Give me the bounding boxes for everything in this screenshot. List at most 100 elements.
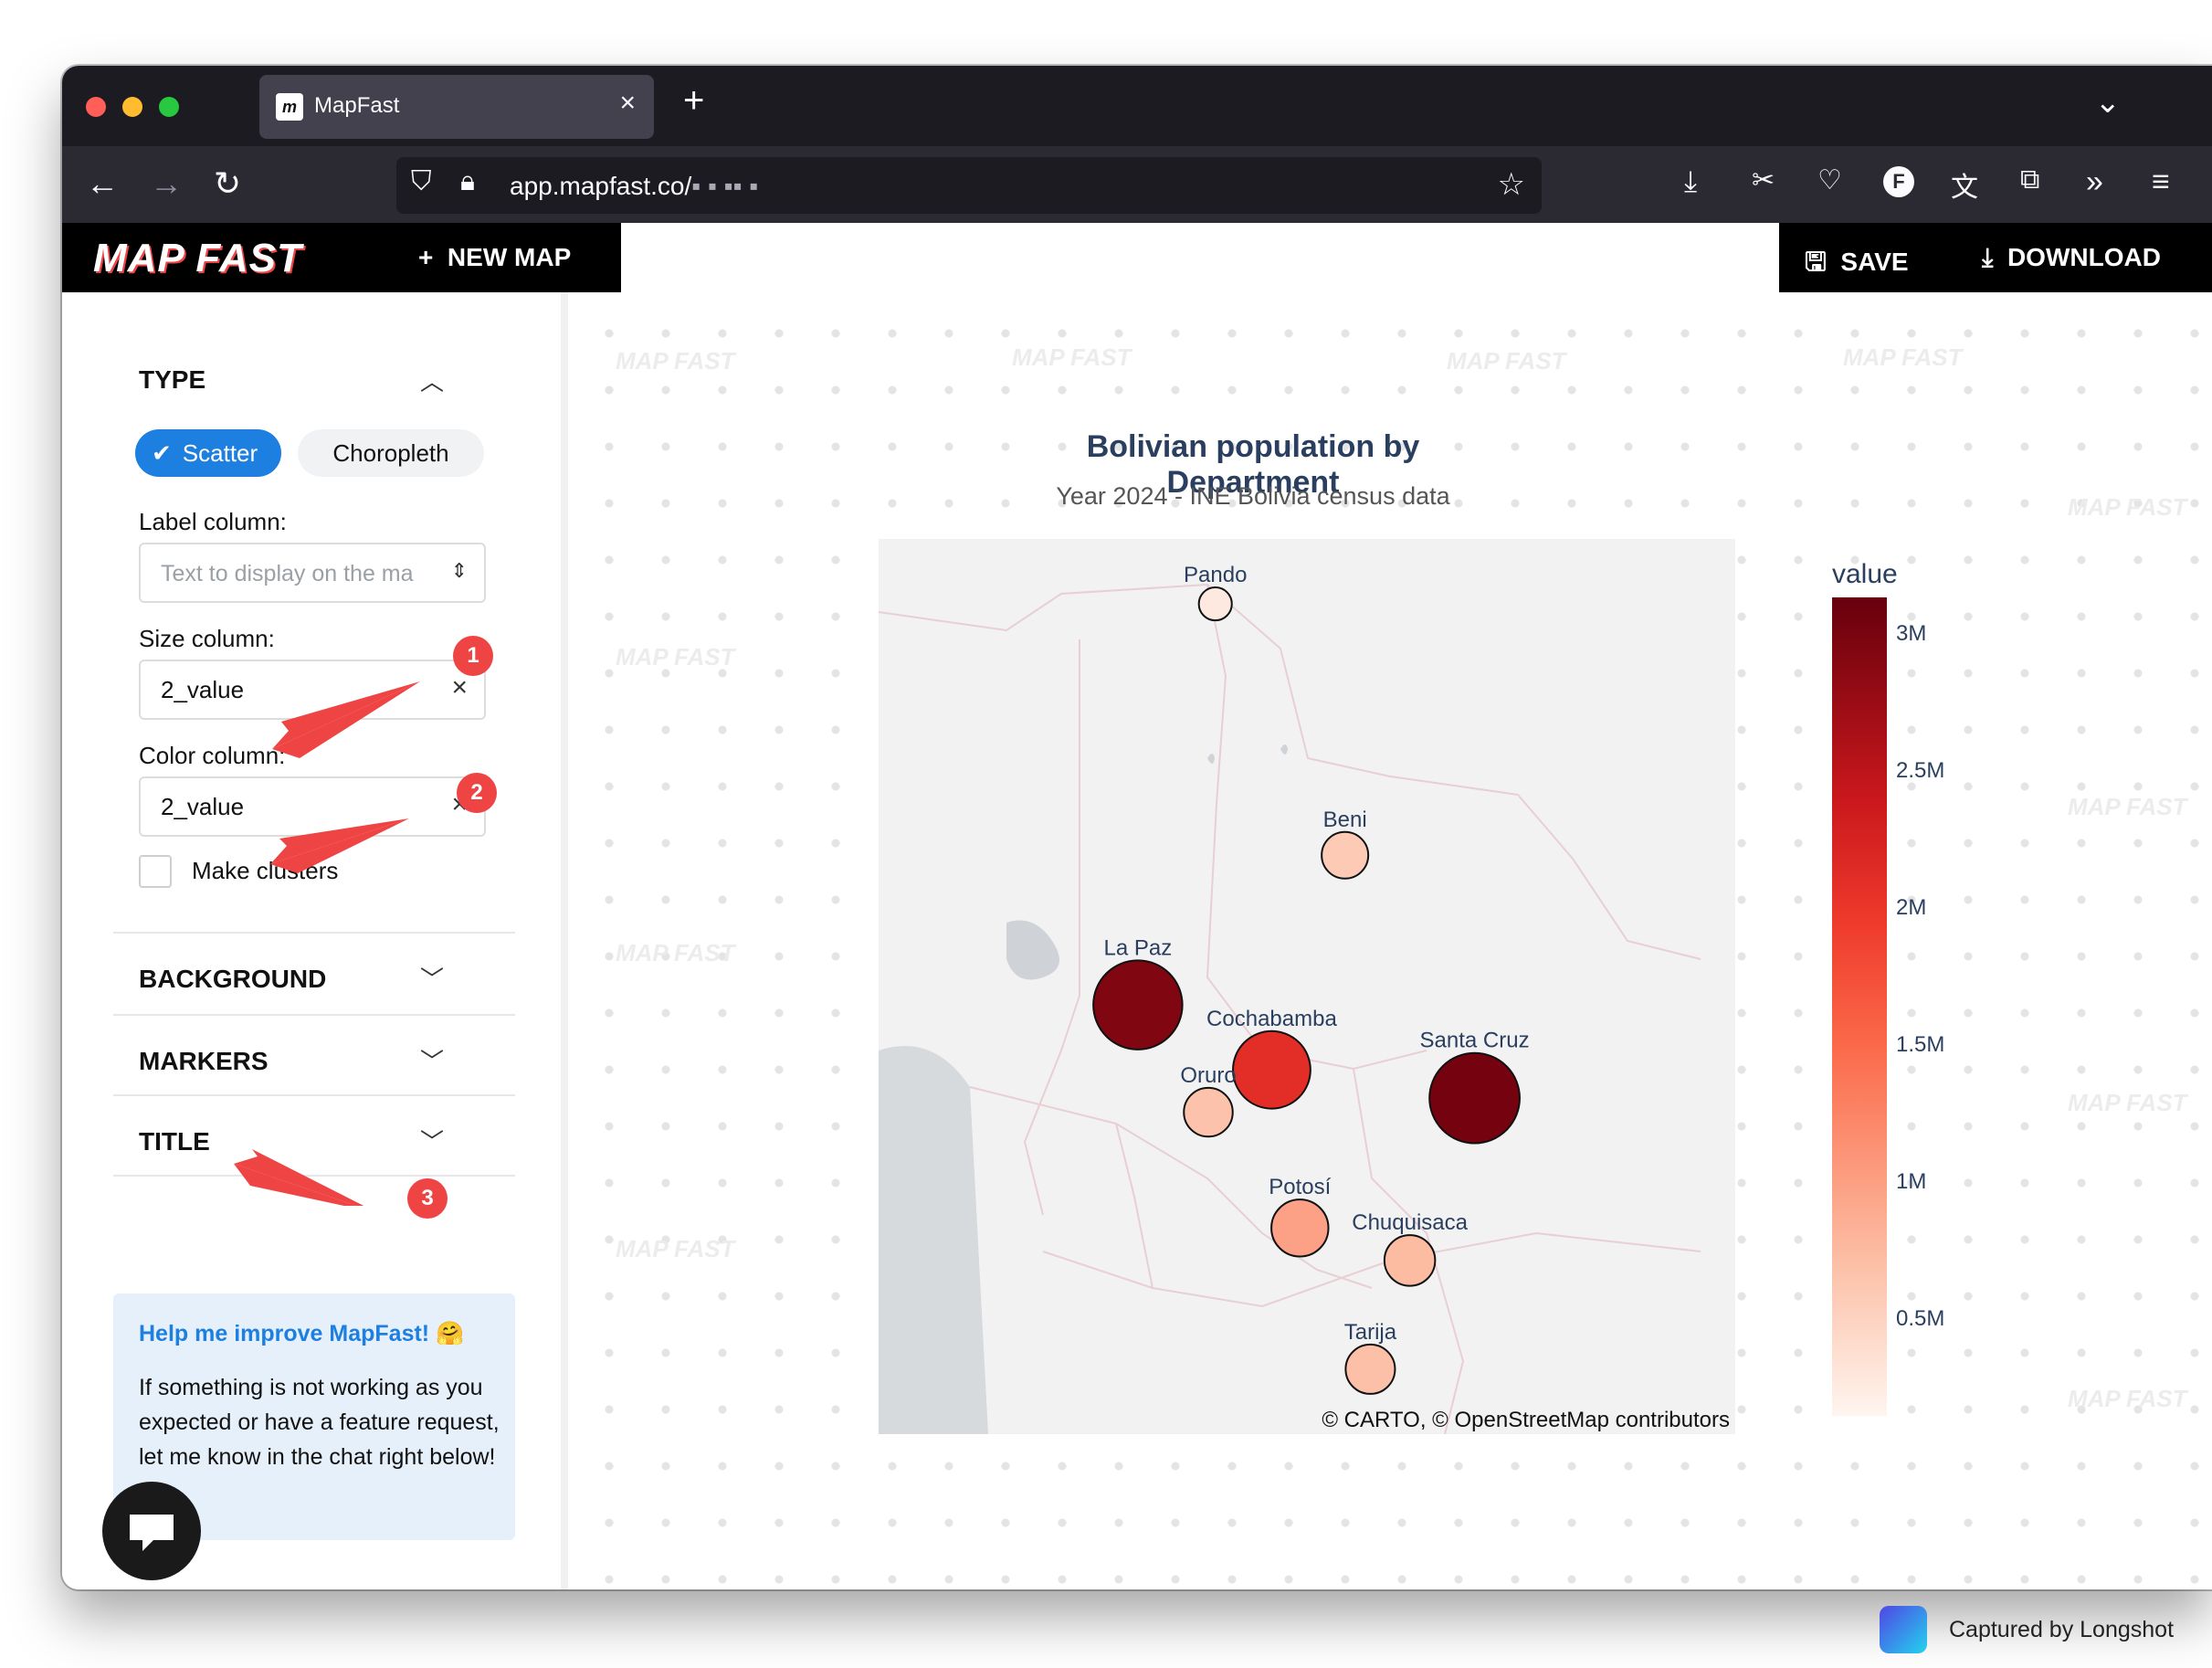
border-lapaz <box>1023 639 1080 1216</box>
maximize-window-button[interactable] <box>159 97 179 117</box>
translate-icon[interactable]: 文 <box>1951 173 1978 203</box>
map-background <box>879 539 1735 1434</box>
colorbar-title: value <box>1832 559 1898 589</box>
help-title: Help me improve MapFast! 🤗 <box>139 1321 465 1346</box>
type-scatter-button[interactable]: ✔ Scatter <box>135 429 281 477</box>
pocket-icon[interactable]: ♡ <box>1817 165 1842 195</box>
chevron-down-icon[interactable]: ﹀ <box>420 1128 445 1156</box>
label-column-select[interactable]: Text to display on the ma ⇕ <box>139 543 486 603</box>
color-column-label: Color column: <box>139 742 286 769</box>
close-tab-icon[interactable]: × <box>619 88 636 118</box>
url-bar[interactable]: ⛉ 🔒︎ app.mapfast.co/▪ ▪ ▪▪ ▪ ☆ <box>396 157 1542 214</box>
watermark: MAP FAST <box>616 347 735 375</box>
marker-label: Beni <box>1323 808 1367 832</box>
scatter-markers[interactable]: Pando Beni La Paz Cochabamba Oruro Santa Cruz… <box>1092 563 1530 1395</box>
bolivia-map[interactable]: Pando Beni La Paz Cochabamba Oruro Santa Cruz… <box>879 539 1735 1434</box>
colorbar-tick: 2M <box>1896 895 1927 920</box>
marker-beni[interactable] <box>1321 830 1370 880</box>
new-map-label: NEW MAP <box>447 243 572 271</box>
tab-mapfast[interactable]: m MapFast × <box>259 75 654 139</box>
updown-chevron-icon[interactable]: ⇕ <box>450 559 468 582</box>
new-map-button[interactable]: + NEW MAP <box>418 243 571 272</box>
section-type-heading[interactable]: TYPE <box>139 365 206 394</box>
tab-list-chevron-icon[interactable]: ⌄ <box>2094 85 2122 120</box>
annotation-arrows <box>234 681 420 1206</box>
url-text[interactable]: app.mapfast.co/▪ ▪ ▪▪ ▪ <box>510 172 758 201</box>
mapfast-favicon-icon: m <box>276 93 303 121</box>
size-column-label: Size column: <box>139 625 275 652</box>
border-santacruz <box>1353 1068 1465 1434</box>
mapfast-logo[interactable]: MAP FAST <box>93 236 302 280</box>
ocean-shape <box>879 1046 988 1434</box>
url-domain: app.mapfast.co/ <box>510 172 692 200</box>
minimize-window-button[interactable] <box>122 97 142 117</box>
color-column-value: 2_value <box>161 793 245 820</box>
chat-button[interactable] <box>102 1482 201 1580</box>
section-markers-heading[interactable]: MARKERS <box>139 1047 269 1075</box>
marker-santa-cruz[interactable] <box>1428 1051 1521 1145</box>
checkmark-icon: ✔ <box>152 439 172 467</box>
download-button[interactable]: ⤓ DOWNLOAD <box>1982 243 2161 273</box>
new-tab-icon[interactable]: + <box>683 80 705 121</box>
forward-icon[interactable]: → <box>150 164 183 202</box>
annotation-badge-1: 1 <box>453 636 493 676</box>
longshot-logo-icon <box>1880 1606 1927 1653</box>
type-choropleth-button[interactable]: Choropleth <box>298 429 484 477</box>
map-title[interactable]: Bolivian population by Department <box>1086 429 1420 500</box>
app-header: MAP FAST + NEW MAP 🖫 SAVE ⤓ DOWNLOAD <box>62 223 2212 292</box>
chevron-down-icon[interactable]: ﹀ <box>420 1048 445 1075</box>
chat-bubble-icon <box>130 1515 174 1551</box>
section-title-heading[interactable]: TITLE <box>139 1127 210 1156</box>
divider <box>113 1094 515 1096</box>
account-icon[interactable]: F <box>1883 166 1914 197</box>
border-north <box>879 583 1701 960</box>
screenshot-icon[interactable]: ✂ <box>1752 165 1775 195</box>
colorbar-tick: 1M <box>1896 1169 1927 1194</box>
longshot-caption: Captured by Longshot <box>1949 1617 2175 1642</box>
marker-oruro[interactable] <box>1183 1086 1234 1138</box>
help-body: If something is not working as you expec… <box>139 1375 500 1470</box>
annotation-arrow-1-head <box>272 681 420 758</box>
save-icon: 🖫 <box>1805 248 1841 276</box>
marker-pando[interactable] <box>1197 586 1233 622</box>
marker-cochabamba[interactable] <box>1232 1029 1311 1110</box>
chevron-down-icon[interactable]: ﹀ <box>420 966 445 993</box>
marker-chuquisaca[interactable] <box>1383 1234 1437 1287</box>
extensions-icon[interactable]: ⧉ <box>2020 164 2040 195</box>
save-button[interactable]: 🖫 SAVE <box>1805 243 1909 287</box>
divider <box>113 1014 515 1016</box>
lock-icon[interactable]: 🔒︎ <box>460 166 475 196</box>
size-column-select[interactable]: 2_value × <box>139 660 486 720</box>
chevron-up-icon[interactable]: ︿ <box>420 368 445 396</box>
divider <box>113 1175 515 1177</box>
marker-tarija[interactable] <box>1344 1343 1396 1395</box>
back-icon[interactable]: ← <box>86 164 119 202</box>
map-credit: © CARTO, © OpenStreetMap contributors <box>1322 1408 1730 1432</box>
tab-bar: m MapFast × + ⌄ <box>62 66 2212 146</box>
marker-label: Potosí <box>1269 1175 1331 1199</box>
close-window-button[interactable] <box>86 97 106 117</box>
tab-title: MapFast <box>314 93 400 118</box>
downloads-icon[interactable]: ⤓ <box>1684 164 1698 197</box>
marker-la-paz[interactable] <box>1092 959 1184 1050</box>
make-clusters-checkbox[interactable] <box>139 855 172 888</box>
map-subtitle[interactable]: Year 2024 - INE Bolivia census data <box>1056 482 1450 510</box>
watermark: MAP FAST <box>1012 343 1132 371</box>
watermark: MAP FAST <box>1447 347 1566 375</box>
clear-size-icon[interactable]: × <box>451 672 468 702</box>
section-background-heading[interactable]: BACKGROUND <box>139 965 327 993</box>
shield-icon[interactable]: ⛉ <box>411 166 432 196</box>
lake-titicaca-shape <box>1006 920 1059 980</box>
watermark: MAP FAST <box>616 643 735 670</box>
download-icon: ⤓ <box>1982 243 2007 271</box>
overflow-menu-icon[interactable]: » <box>2086 164 2103 199</box>
reload-icon[interactable]: ↻ <box>214 164 242 202</box>
marker-label: Cochabamba <box>1206 1007 1337 1031</box>
watermark: MAP FAST <box>1843 343 1963 371</box>
hamburger-menu-icon[interactable]: ≡ <box>2152 164 2170 199</box>
border-potosi <box>1115 1123 1373 1289</box>
bookmark-star-icon[interactable]: ☆ <box>1497 167 1525 202</box>
marker-potos-[interactable] <box>1270 1198 1330 1258</box>
colorbar <box>1832 597 1887 1416</box>
watermark: MAP FAST <box>2068 1089 2187 1116</box>
